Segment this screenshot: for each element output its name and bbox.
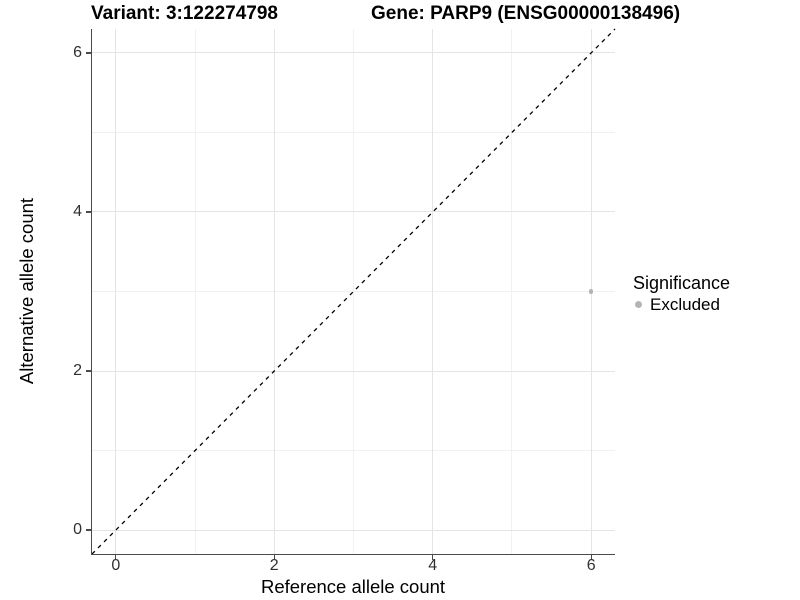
y-tick-mark — [86, 52, 91, 54]
x-tick-mark — [273, 555, 275, 560]
legend-key-dot-icon — [635, 301, 642, 308]
y-tick-label: 0 — [73, 521, 82, 539]
gridline-major-h — [92, 211, 615, 213]
y-axis-title: Alternative allele count — [16, 197, 37, 385]
gridline-major-v — [115, 29, 117, 554]
gridline-major-h — [92, 370, 615, 372]
x-tick-mark — [115, 555, 117, 560]
y-tick-mark — [86, 529, 91, 531]
identity-line — [91, 28, 616, 555]
x-tick-label: 4 — [428, 557, 438, 574]
x-axis-title: Reference allele count — [260, 576, 446, 597]
y-tick-label: 4 — [73, 202, 82, 220]
data-point — [589, 289, 594, 294]
gridline-major-h — [92, 52, 615, 54]
x-tick-mark — [432, 555, 434, 560]
x-tick-mark — [590, 555, 592, 560]
gridline-minor-h — [92, 131, 615, 133]
gene-title: Gene: PARP9 (ENSG00000138496) — [371, 3, 681, 24]
legend-item-excluded: Excluded — [633, 295, 730, 314]
legend: Significance Excluded — [633, 273, 730, 314]
legend-item-label: Excluded — [650, 294, 720, 314]
plot-panel — [91, 28, 616, 555]
x-tick-label: 0 — [111, 557, 121, 574]
y-tick-mark — [86, 370, 91, 372]
x-tick-label: 6 — [586, 557, 596, 574]
variant-title: Variant: 3:122274798 — [91, 3, 278, 24]
gridline-major-h — [92, 529, 615, 531]
gridline-major-v — [432, 29, 434, 554]
gridline-minor-h — [92, 291, 615, 292]
gridline-minor-h — [92, 450, 615, 452]
legend-title: Significance — [633, 273, 731, 293]
gridline-major-v — [273, 29, 275, 554]
y-tick-label: 6 — [73, 43, 82, 61]
x-tick-label: 2 — [269, 557, 279, 574]
y-tick-label: 2 — [73, 362, 82, 380]
x-axis-line — [90, 554, 615, 556]
y-tick-mark — [86, 211, 91, 213]
